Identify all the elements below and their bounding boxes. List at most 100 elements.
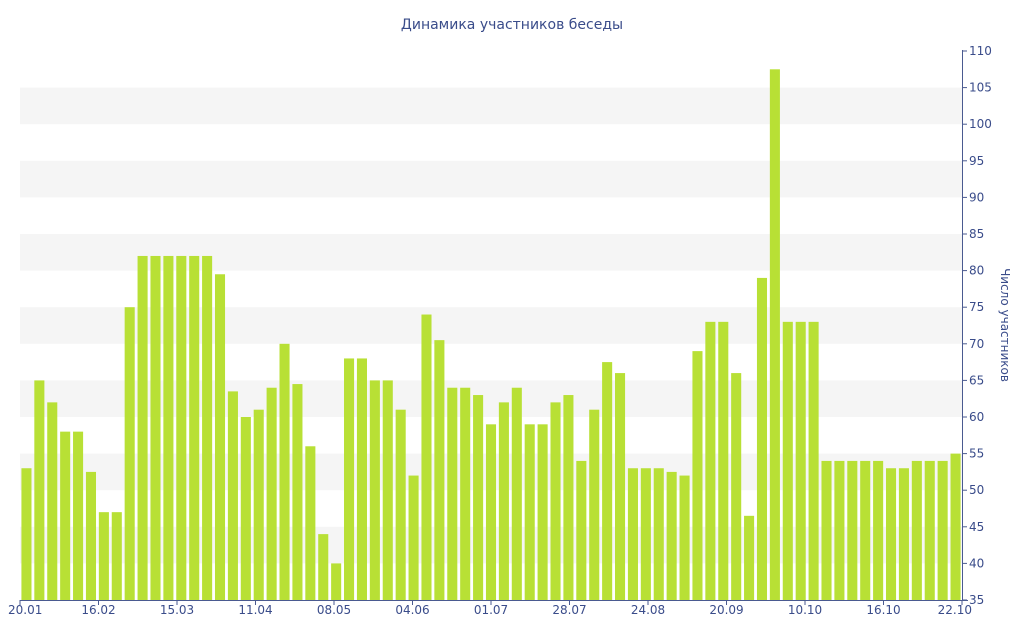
bar (47, 402, 58, 600)
bar (821, 460, 832, 600)
bar (279, 343, 290, 600)
y-tick-label: 35 (969, 593, 984, 607)
x-tick-label: 01.07 (474, 603, 508, 617)
bar (782, 321, 793, 600)
x-tick-label: 20.09 (709, 603, 743, 617)
y-tick-label: 100 (969, 117, 992, 131)
bar (124, 307, 135, 600)
bar (460, 387, 471, 600)
bar (395, 409, 406, 600)
bar (718, 321, 729, 600)
y-tick-label: 90 (969, 190, 984, 204)
bar (885, 468, 897, 600)
bar (576, 460, 587, 600)
x-tick-label: 04.06 (395, 603, 429, 617)
bar (666, 471, 677, 600)
x-tick-label: 11.04 (238, 603, 272, 617)
bar (434, 340, 445, 600)
y-tick-label: 70 (969, 337, 984, 351)
y-tick-label: 40 (969, 556, 984, 570)
x-tick-label: 24.08 (631, 603, 665, 617)
x-tick-label: 10.10 (788, 603, 822, 617)
bar (615, 373, 626, 600)
bar (537, 424, 548, 600)
bar (344, 358, 355, 600)
x-tick-label: 08.05 (317, 603, 351, 617)
y-tick-label: 75 (969, 300, 984, 314)
bar (369, 380, 380, 600)
chart-title: Динамика участников беседы (401, 17, 623, 33)
y-tick-label: 50 (969, 483, 984, 497)
bar (744, 515, 755, 600)
bar (331, 563, 342, 600)
y-tick-label: 60 (969, 410, 984, 424)
bar (511, 387, 522, 600)
bar (214, 274, 226, 600)
bar (860, 460, 871, 600)
bar (73, 431, 84, 600)
bar (202, 255, 213, 600)
y-tick-label: 45 (969, 520, 984, 534)
bar (382, 380, 393, 600)
bar (524, 424, 535, 600)
y-tick-labels: 35 40 45 50 55 60 65 70 75 80 85 90 95 100 105 110 (962, 44, 992, 607)
bar (150, 255, 161, 600)
bar (550, 402, 561, 600)
bar (498, 402, 509, 600)
bar (731, 373, 742, 600)
bar (808, 321, 819, 600)
grid-band (20, 307, 962, 344)
bar (111, 512, 122, 600)
bar (408, 475, 419, 600)
bar (292, 384, 303, 600)
bar (98, 512, 109, 600)
bar (602, 362, 613, 600)
bar (356, 358, 367, 600)
bar (60, 431, 71, 600)
bar (692, 351, 703, 600)
bar (485, 424, 497, 600)
bar (163, 255, 174, 600)
bar (911, 460, 922, 600)
bar (950, 453, 961, 600)
x-tick-label: 16.02 (81, 603, 115, 617)
bar (447, 387, 458, 600)
grid-band (20, 160, 962, 198)
bar (705, 321, 716, 600)
bar (873, 460, 884, 600)
bar (227, 391, 238, 600)
y-tick-label: 55 (969, 447, 984, 461)
bar (318, 534, 329, 600)
x-tick-labels: 20.01 16.02 15.03 11.04 08.05 04.06 01.07 28.07… (8, 600, 972, 617)
y-tick-label: 65 (969, 373, 984, 387)
bar (189, 255, 200, 600)
bar (834, 460, 845, 600)
x-tick-label: 28.07 (552, 603, 586, 617)
bar (898, 468, 909, 600)
y-axis-label: Число участников (998, 268, 1012, 382)
bar (563, 395, 574, 600)
y-tick-label: 80 (969, 264, 984, 278)
bar (21, 468, 32, 600)
bar (589, 409, 600, 600)
bar (627, 468, 638, 600)
bar (266, 387, 277, 600)
y-tick-label: 110 (969, 44, 992, 58)
grid-band (20, 87, 962, 125)
y-tick-label: 85 (969, 227, 984, 241)
x-tick-label: 20.01 (8, 603, 42, 617)
bar (640, 468, 651, 600)
bar (176, 255, 187, 600)
bar (85, 471, 97, 600)
bar (847, 460, 858, 600)
bar (305, 446, 316, 600)
grid-band (20, 234, 962, 271)
y-tick-label: 95 (969, 154, 984, 168)
bar (756, 277, 768, 600)
bar (679, 475, 690, 600)
y-tick-label: 105 (969, 81, 992, 95)
x-tick-label: 22.10 (938, 603, 972, 617)
bars (21, 69, 961, 601)
bar (795, 321, 806, 600)
